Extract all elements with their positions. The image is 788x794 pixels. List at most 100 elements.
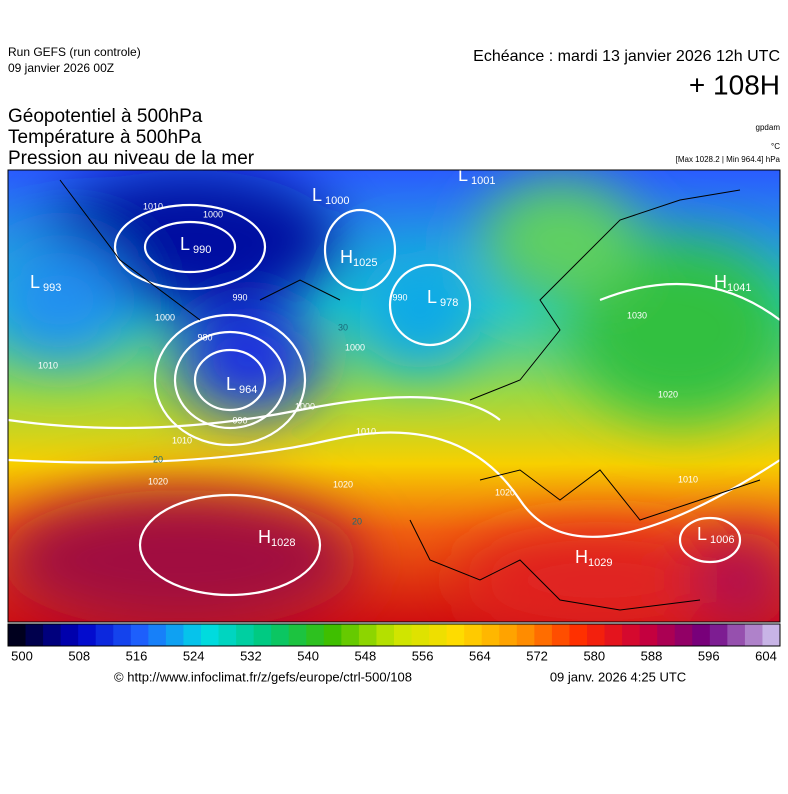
run-date: 09 janvier 2026 00Z [8, 61, 114, 75]
echeance: Echéance : mardi 13 janvier 2026 12h UTC [473, 48, 780, 65]
colorbar-tick: 524 [183, 648, 205, 663]
colorbar-swatch [236, 624, 255, 646]
center-value: 1025 [353, 257, 377, 269]
center-value: 993 [43, 282, 61, 294]
lead: + 108H [689, 69, 780, 100]
center-value: 1041 [727, 282, 751, 294]
colorbar-swatch [499, 624, 518, 646]
colorbar-swatch [429, 624, 448, 646]
isobar-label: 990 [232, 415, 247, 425]
center-letter: H [340, 247, 353, 267]
isobar-label: 1000 [155, 312, 175, 322]
isobar-label: 1000 [295, 401, 315, 411]
colorbar-swatch [587, 624, 606, 646]
footer-url: © http://www.infoclimat.fr/z/gefs/europe… [114, 669, 412, 684]
isobar-label: 1020 [148, 476, 168, 486]
temperature-label: 30 [338, 322, 348, 332]
title: Pression au niveau de la mer [8, 148, 255, 169]
colorbar-swatch [43, 624, 62, 646]
colorbar-tick: 532 [240, 648, 262, 663]
isobar-label: 1020 [333, 479, 353, 489]
colorbar-swatch [113, 624, 132, 646]
run: Run GEFS (run controle) [8, 45, 141, 59]
center-letter: L [30, 272, 40, 292]
center-letter: L [458, 165, 468, 185]
colorbar-swatch [130, 624, 149, 646]
colorbar-swatch [8, 624, 27, 646]
colorbar-frame [7, 623, 781, 647]
center-value: 1029 [588, 557, 612, 569]
colorbar-swatch [516, 624, 535, 646]
colorbar-swatch [481, 624, 500, 646]
isobar-label: 980 [197, 332, 212, 342]
range: [Max 1028.2 | Min 964.4] hPa [676, 155, 781, 164]
isobar-label: 990 [232, 292, 247, 302]
colorbar-swatch [323, 624, 342, 646]
colorbar-swatch [306, 624, 325, 646]
colorbar-swatch [25, 624, 44, 646]
center-letter: L [697, 524, 707, 544]
isobar-label: 1030 [627, 310, 647, 320]
colorbar-swatch [78, 624, 97, 646]
colorbar-swatch [60, 624, 79, 646]
colorbar-swatch [709, 624, 728, 646]
map [8, 170, 780, 622]
colorbar-swatch [288, 624, 307, 646]
colorbar-swatch [604, 624, 623, 646]
colorbar-swatch [148, 624, 167, 646]
center-value: 978 [440, 297, 458, 309]
isobar-label: 1010 [172, 435, 192, 445]
isobar-label: 1020 [495, 487, 515, 497]
center-value: 1006 [710, 534, 734, 546]
colorbar-swatch [358, 624, 377, 646]
colorbar-swatch [271, 624, 290, 646]
colorbar-swatch [639, 624, 658, 646]
colorbar-swatch [95, 624, 114, 646]
colorbar-tick: 500 [11, 648, 33, 663]
isobar-label: 990 [392, 292, 407, 302]
isobar-label: 1000 [203, 209, 223, 219]
center-value: 1001 [471, 175, 495, 187]
center-letter: L [312, 185, 322, 205]
center-value: 1000 [325, 195, 349, 207]
colorbar-swatch [218, 624, 237, 646]
unit: °C [771, 142, 780, 151]
colorbar-tick: 596 [698, 648, 720, 663]
center-value: 964 [239, 384, 257, 396]
colorbar-swatch [622, 624, 641, 646]
isobar-label: 1010 [356, 426, 376, 436]
colorbar-swatch [692, 624, 711, 646]
unit: gpdam [756, 123, 781, 132]
center-letter: H [575, 547, 588, 567]
colorbar-swatch [744, 624, 763, 646]
colorbar-tick: 516 [126, 648, 148, 663]
colorbar-swatch [376, 624, 395, 646]
colorbar-tick: 548 [355, 648, 377, 663]
colorbar-swatch [394, 624, 413, 646]
isobar-label: 1010 [38, 360, 58, 370]
colorbar-swatch [411, 624, 430, 646]
center-letter: L [427, 287, 437, 307]
isobar-label: 1020 [658, 389, 678, 399]
colorbar-tick: 572 [526, 648, 548, 663]
colorbar-swatch [253, 624, 272, 646]
colorbar-tick: 564 [469, 648, 491, 663]
colorbar-swatch [165, 624, 184, 646]
isobar-label: 1010 [678, 474, 698, 484]
center-letter: L [226, 374, 236, 394]
temperature-label: 20 [352, 516, 362, 526]
colorbar-tick: 508 [68, 648, 90, 663]
colorbar-tick: 556 [412, 648, 434, 663]
isobar-label: 1010 [143, 201, 163, 211]
center-value: 1028 [271, 537, 295, 549]
colorbar-tick: 604 [755, 648, 777, 663]
colorbar-swatch [762, 624, 781, 646]
colorbar-tick: 588 [641, 648, 663, 663]
temperature-label: 20 [153, 454, 163, 464]
colorbar-swatch [341, 624, 360, 646]
center-letter: L [180, 234, 190, 254]
colorbar-swatch [201, 624, 220, 646]
center-letter: H [258, 527, 271, 547]
colorbar-swatch [446, 624, 465, 646]
